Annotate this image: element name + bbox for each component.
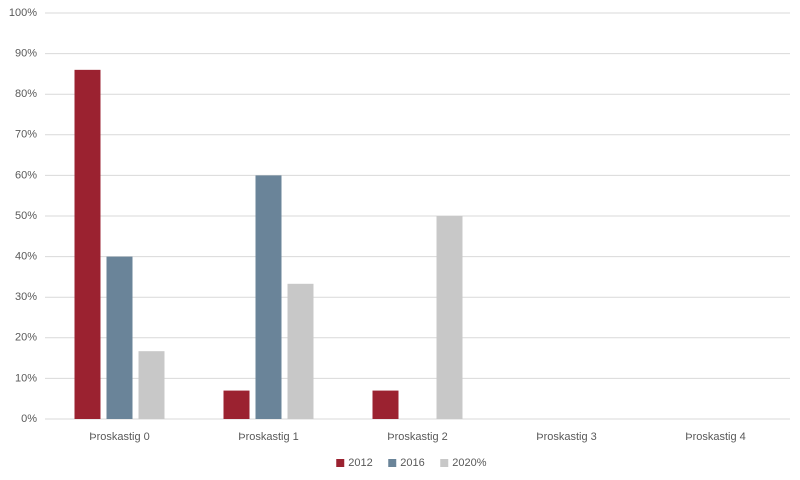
y-tick-label: 20% [15,332,37,344]
legend-swatch [336,459,345,467]
bar [74,69,101,419]
legend-swatch [388,459,397,467]
y-tick-label: 80% [15,88,37,100]
x-tick-label: Þroskastig 4 [685,431,746,443]
bar [223,390,250,419]
legend-label: 2012 [348,457,372,469]
bar [372,390,399,419]
x-tick-label: Þroskastig 0 [89,431,150,443]
y-tick-label: 50% [15,210,37,222]
bar [255,175,282,419]
y-tick-label: 40% [15,251,37,263]
legend-swatch [440,459,449,467]
x-tick-label: Þroskastig 2 [387,431,448,443]
x-tick-label: Þroskastig 3 [536,431,597,443]
bar [436,216,463,419]
y-tick-label: 70% [15,129,37,141]
x-tick-label: Þroskastig 1 [238,431,299,443]
y-tick-label: 0% [21,413,37,425]
bar [106,256,133,419]
bar [138,351,165,419]
y-tick-label: 10% [15,372,37,384]
legend-label: 2016 [400,457,424,469]
y-tick-label: 100% [9,7,37,19]
bar [287,283,314,419]
y-tick-label: 90% [15,48,37,60]
y-tick-label: 60% [15,169,37,181]
legend-label: 2020% [452,457,486,469]
y-tick-label: 30% [15,291,37,303]
